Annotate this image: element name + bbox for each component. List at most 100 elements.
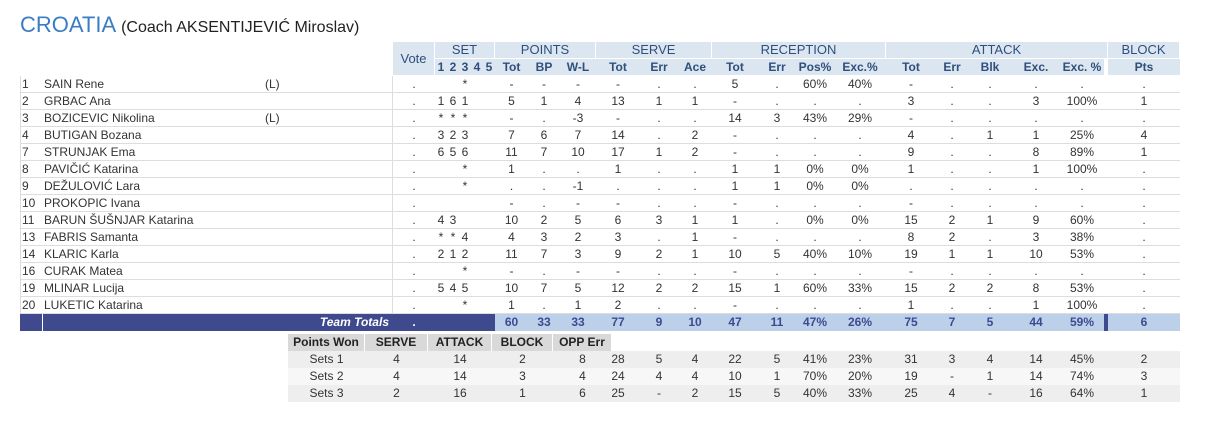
stat-cell: 4	[461, 230, 469, 244]
stat-cell: .	[813, 94, 817, 108]
stat-cell: .	[412, 196, 416, 210]
stat-cell: 2	[986, 281, 994, 295]
stat-cell: 3	[1032, 230, 1040, 244]
stat-cell: .	[775, 77, 779, 91]
stat-cell: 3	[1032, 94, 1040, 108]
stat-cell: 3	[540, 230, 548, 244]
pw-cell: 4	[655, 369, 663, 383]
stat-cell: 1	[907, 298, 915, 312]
pw-cell: 40%	[802, 386, 828, 400]
stat-cell: 3	[907, 94, 915, 108]
stat-cell: 1	[691, 247, 699, 261]
player-role: (L)	[265, 111, 280, 125]
pw-cell: 4	[579, 369, 586, 383]
stat-cell: -1	[572, 179, 584, 193]
pw-header: Points Won	[288, 334, 365, 351]
stat-cell: .	[988, 230, 992, 244]
sub-header: Tot	[596, 59, 640, 75]
stat-cell: 6	[437, 145, 445, 159]
pw-cell: 1	[1140, 386, 1148, 400]
stat-cell: -	[909, 196, 913, 210]
stat-cell: 7	[508, 128, 515, 142]
stat-cell: 5	[731, 77, 739, 91]
stat-cell: .	[909, 179, 913, 193]
pw-row-bg	[288, 351, 1180, 368]
sub-header: Pts	[1108, 59, 1180, 75]
stat-cell: -	[733, 264, 737, 278]
stat-cell: .	[657, 77, 661, 91]
stat-cell: 2	[691, 145, 699, 159]
stat-cell: 9	[614, 247, 622, 261]
stat-cell: .	[775, 128, 779, 142]
stat-cell: 5	[449, 145, 457, 159]
stat-cell: -	[733, 196, 737, 210]
row-line	[20, 178, 1180, 195]
player-number: 10	[22, 196, 36, 210]
pw-cell: 2	[393, 386, 400, 400]
stat-cell: .	[412, 247, 416, 261]
stat-cell: .	[1080, 111, 1084, 125]
pw-row-bg	[288, 368, 1180, 385]
pw-cell: 4	[986, 352, 994, 366]
totals-cell: 5	[968, 314, 1012, 331]
player-number: 20	[22, 298, 36, 312]
stat-cell: 10	[504, 213, 519, 227]
team-name: CROATIA	[20, 12, 115, 37]
totals-cell: 7	[936, 314, 968, 331]
row-line	[20, 161, 1180, 178]
row-line	[20, 246, 1180, 263]
stat-cell: 0%	[851, 213, 869, 227]
player-number: 1	[22, 77, 29, 91]
sub-header: Err	[640, 59, 678, 75]
stat-cell: 0%	[806, 162, 824, 176]
stat-cell: -	[909, 77, 913, 91]
stat-cell: 17	[611, 145, 625, 159]
stat-cell: .	[775, 94, 779, 108]
totals-cell: 60	[495, 314, 528, 331]
stat-cell: .	[988, 179, 992, 193]
stat-cell: 100%	[1066, 298, 1098, 312]
stat-cell: -	[733, 94, 737, 108]
stat-cell: .	[412, 264, 416, 278]
pw-cell: 4	[691, 369, 699, 383]
pw-cell: 2	[1140, 352, 1148, 366]
row-line	[20, 195, 1180, 212]
stat-cell: .	[657, 230, 661, 244]
stat-cell: .	[813, 230, 817, 244]
stat-cell: 2	[449, 128, 457, 142]
stat-cell: 9	[907, 145, 915, 159]
pw-cell: 24	[611, 369, 625, 383]
stat-cell: 43%	[802, 111, 828, 125]
stat-cell: 1	[907, 162, 915, 176]
stat-cell: 1	[773, 281, 781, 295]
sub-header: W-L	[560, 59, 596, 75]
stat-cell: 1	[691, 213, 699, 227]
stat-cell: 0%	[851, 162, 869, 176]
pw-cell: 10	[728, 369, 742, 383]
stat-cell: 6	[449, 94, 457, 108]
stat-cell: .	[813, 128, 817, 142]
stat-cell: -	[909, 264, 913, 278]
pw-cell: 16	[1029, 386, 1043, 400]
player-name: BOZICEVIC Nikolina	[44, 111, 155, 125]
stat-cell: 1	[948, 247, 956, 261]
row-cell-bg	[20, 110, 393, 127]
stat-cell: .	[858, 128, 862, 142]
stat-cell: *	[462, 111, 468, 125]
stat-cell: *	[450, 230, 456, 244]
player-number: 2	[22, 94, 29, 108]
pw-cell: 19	[904, 369, 918, 383]
stat-cell: *	[438, 111, 444, 125]
pw-cell: 23%	[847, 352, 873, 366]
player-role: (L)	[265, 77, 280, 91]
player-name: BARUN ŠUŠNJAR Katarina	[44, 213, 194, 227]
stat-cell: .	[542, 196, 546, 210]
stat-cell: 1	[655, 145, 663, 159]
stat-cell: .	[657, 298, 661, 312]
stat-cell: 100%	[1066, 94, 1098, 108]
row-line	[20, 212, 1180, 229]
pw-label: Sets 2	[309, 369, 344, 383]
stat-cell: 3	[773, 111, 781, 125]
player-name: GRBAC Ana	[44, 94, 111, 108]
group-header: BLOCK	[1108, 42, 1180, 58]
